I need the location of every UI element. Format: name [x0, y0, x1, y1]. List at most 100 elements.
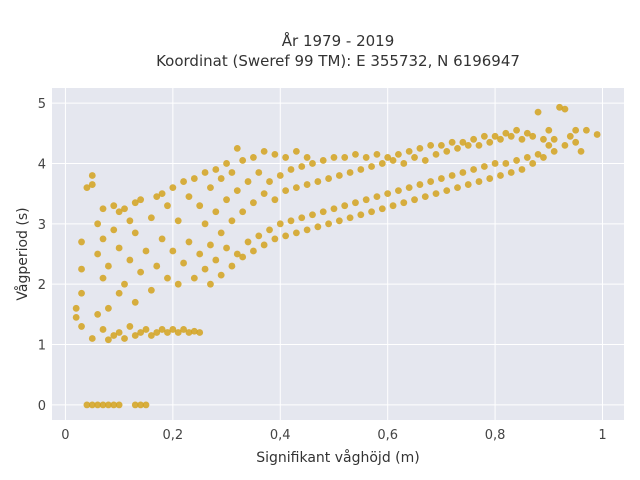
data-point-0-120	[271, 151, 279, 158]
x-tick-label-4: 0,8	[485, 428, 506, 443]
chart-title: År 1979 - 2019	[282, 31, 395, 50]
data-point-0-111	[255, 232, 263, 240]
data-point-0-157	[362, 154, 370, 161]
data-point-0-223	[540, 135, 547, 143]
data-point-0-63	[164, 202, 171, 210]
data-point-0-183	[432, 151, 440, 158]
data-point-0-93	[217, 175, 225, 182]
data-point-0-82	[201, 265, 209, 273]
data-point-0-2	[94, 401, 102, 409]
data-point-0-36	[115, 208, 123, 216]
data-point-0-32	[110, 202, 118, 210]
data-point-0-76	[190, 327, 198, 335]
data-point-0-172	[405, 184, 413, 192]
data-point-0-79	[196, 329, 204, 336]
data-point-0-207	[497, 135, 504, 143]
data-point-0-49	[137, 196, 145, 204]
data-point-0-219	[529, 132, 537, 140]
data-point-0-209	[502, 129, 510, 137]
data-point-0-30	[110, 332, 118, 339]
data-point-0-71	[180, 259, 187, 267]
data-point-0-57	[153, 193, 161, 201]
data-point-0-6	[115, 401, 123, 409]
data-point-0-99	[228, 169, 236, 176]
data-point-0-123	[282, 232, 290, 240]
data-point-0-61	[164, 329, 171, 336]
data-point-0-40	[126, 323, 134, 330]
y-axis-ticks: 0 1 2 3 4 5	[38, 97, 46, 414]
data-point-0-233	[572, 126, 580, 134]
data-point-0-108	[250, 247, 257, 255]
data-point-0-124	[282, 187, 290, 195]
data-point-0-150	[346, 214, 354, 222]
data-point-0-176	[416, 181, 424, 188]
data-point-0-100	[233, 250, 241, 258]
data-point-0-186	[443, 187, 451, 195]
data-point-0-138	[314, 223, 322, 231]
data-point-0-213	[513, 126, 520, 134]
data-point-0-151	[346, 169, 354, 176]
data-point-0-159	[368, 163, 375, 170]
data-point-0-137	[309, 160, 316, 167]
data-point-0-24	[99, 274, 107, 282]
data-point-0-18	[88, 172, 96, 179]
data-point-0-142	[325, 220, 333, 228]
data-point-0-103	[239, 253, 247, 261]
data-point-0-106	[244, 238, 252, 246]
data-point-0-168	[395, 187, 402, 195]
data-point-0-118	[271, 235, 279, 243]
data-point-0-89	[212, 208, 220, 216]
data-point-0-187	[443, 147, 451, 155]
data-point-0-14	[78, 265, 85, 273]
data-point-0-175	[411, 154, 418, 161]
data-point-0-23	[99, 326, 107, 333]
data-point-0-67	[174, 329, 182, 336]
data-point-0-70	[180, 326, 187, 333]
data-point-0-107	[244, 178, 252, 185]
data-point-0-35	[115, 244, 123, 252]
data-point-0-227	[550, 135, 558, 143]
data-point-0-185	[437, 141, 445, 149]
data-point-0-230	[561, 105, 569, 113]
data-point-0-64	[169, 326, 177, 333]
data-point-0-194	[464, 181, 472, 188]
data-point-0-28	[104, 304, 112, 312]
data-point-0-75	[185, 193, 193, 201]
data-point-0-199	[475, 141, 483, 149]
data-point-0-91	[217, 271, 225, 279]
data-point-0-191	[454, 144, 461, 152]
data-point-0-78	[190, 175, 198, 182]
data-point-0-147	[335, 172, 343, 179]
data-point-0-171	[400, 160, 408, 167]
data-point-0-68	[174, 280, 182, 288]
data-point-0-13	[78, 289, 85, 297]
data-point-0-80	[196, 250, 204, 258]
data-point-0-12	[78, 323, 85, 330]
data-point-0-9	[142, 401, 150, 409]
data-point-0-59	[158, 235, 166, 243]
data-point-0-125	[282, 154, 290, 161]
data-point-0-146	[335, 217, 343, 225]
data-point-0-84	[201, 169, 209, 176]
data-point-0-33	[115, 329, 123, 336]
data-point-0-15	[78, 238, 85, 246]
data-point-0-90	[212, 166, 220, 173]
x-tick-label-2: 0,4	[270, 428, 291, 443]
data-point-0-201	[480, 132, 488, 140]
data-point-0-69	[174, 217, 182, 225]
data-point-0-206	[497, 172, 504, 179]
data-point-0-231	[566, 132, 574, 140]
data-point-0-224	[545, 141, 553, 149]
data-point-0-43	[131, 332, 139, 339]
data-point-0-192	[459, 169, 467, 176]
data-point-0-155	[357, 166, 365, 173]
data-point-0-173	[405, 147, 413, 155]
data-point-0-141	[319, 157, 327, 164]
data-point-0-41	[126, 256, 134, 264]
data-point-0-109	[250, 199, 257, 207]
data-point-0-132	[298, 163, 306, 170]
data-point-0-3	[99, 401, 107, 409]
data-points	[72, 103, 601, 409]
data-point-0-195	[464, 141, 472, 149]
